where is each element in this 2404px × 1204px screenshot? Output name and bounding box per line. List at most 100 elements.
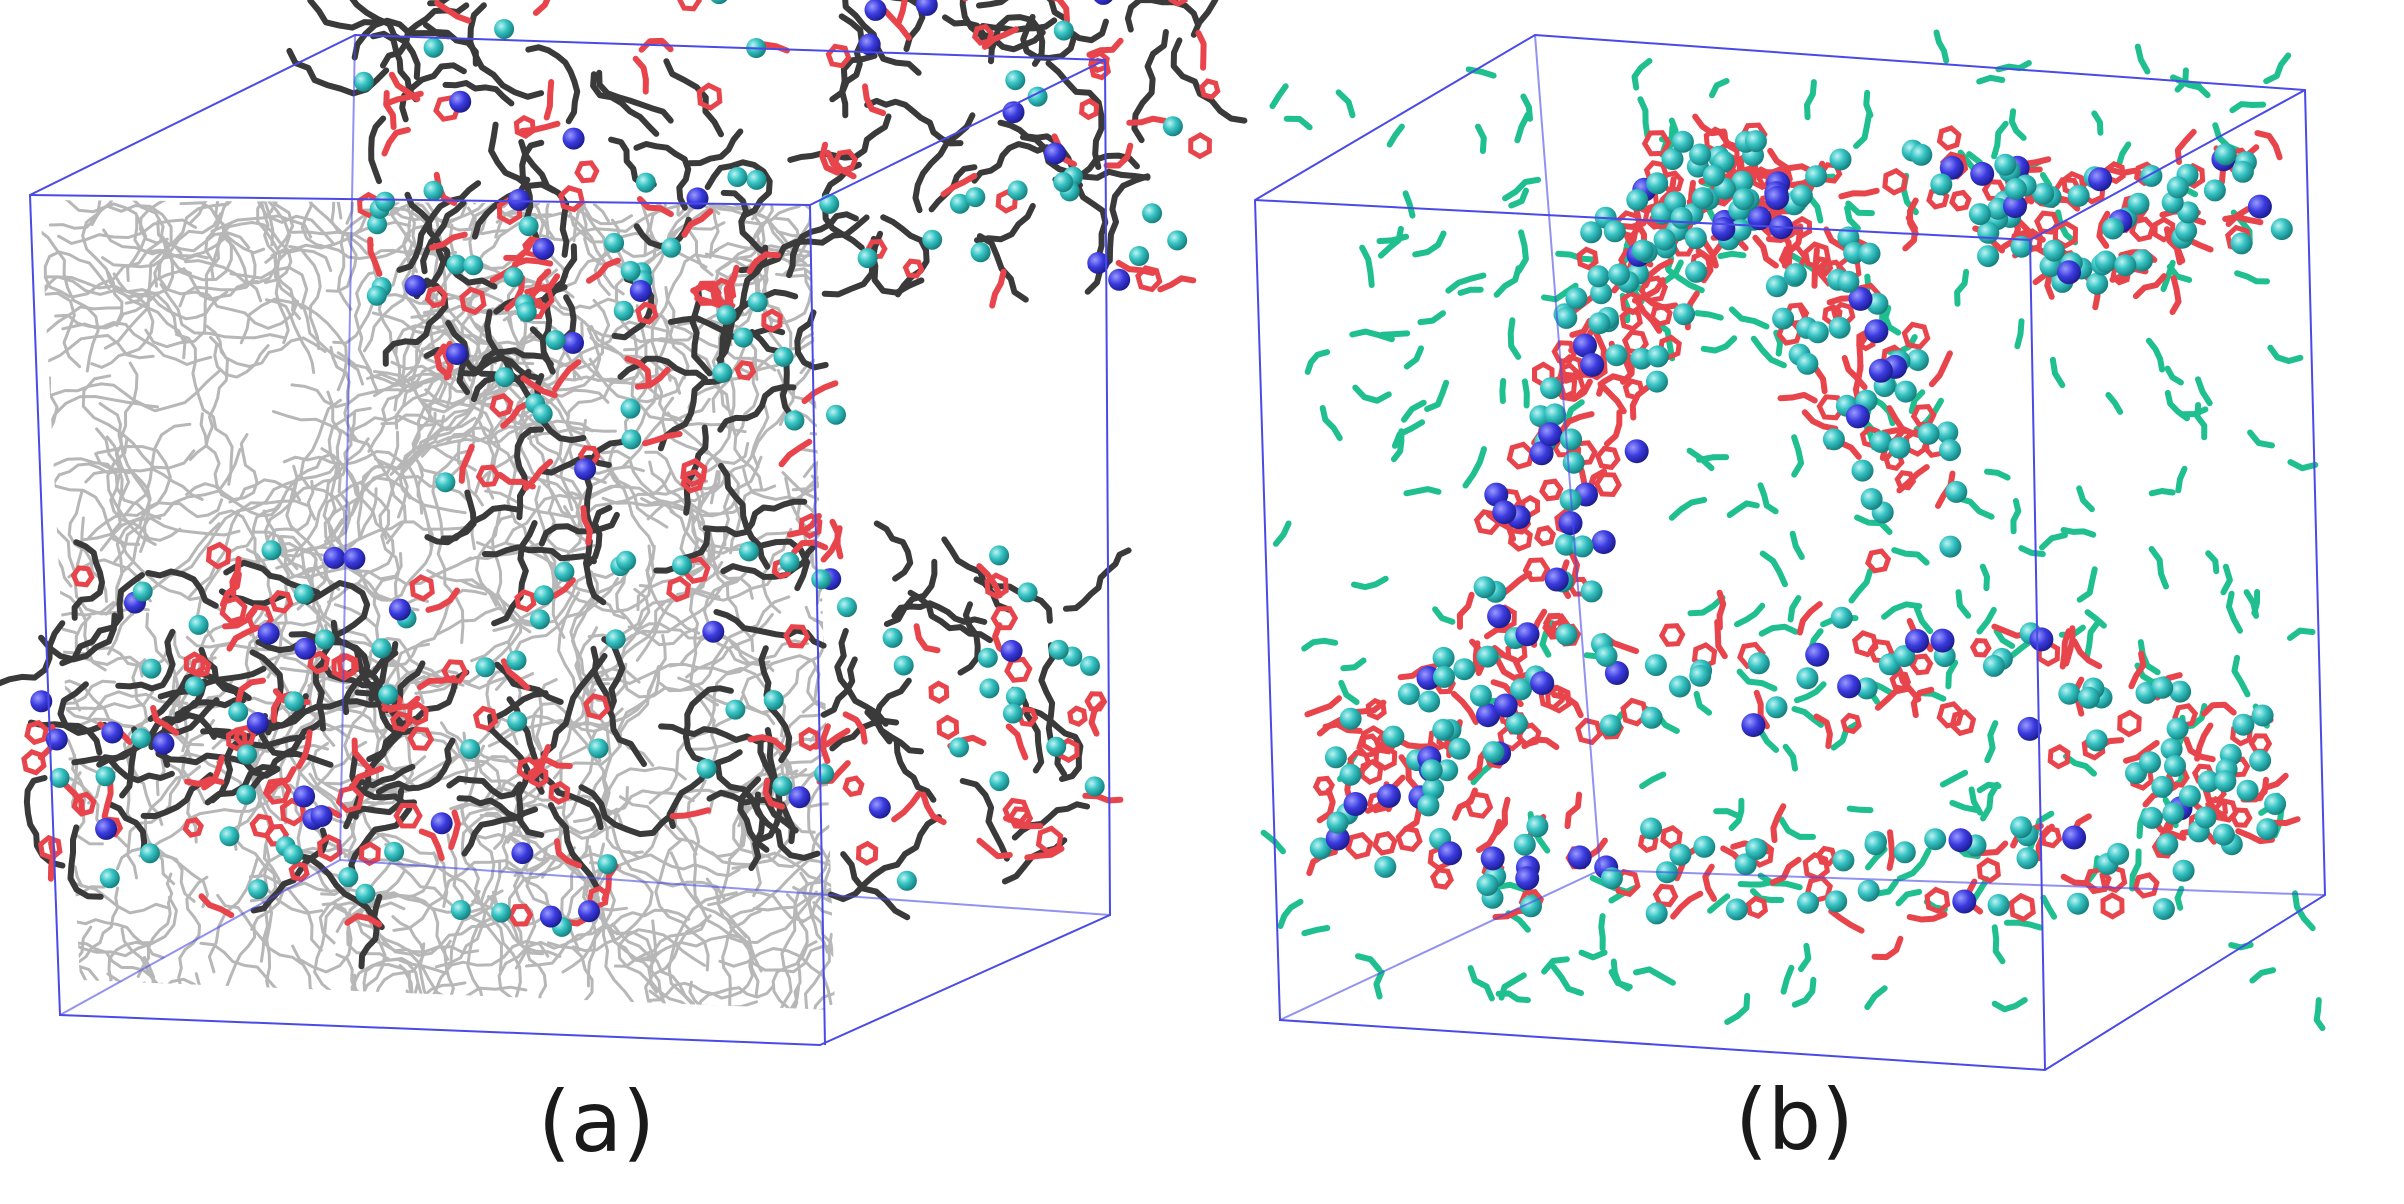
tail-chain [525, 842, 606, 968]
headgroup-segment [1476, 818, 1503, 853]
tail-chain [606, 466, 656, 612]
cyan-bead [131, 728, 152, 749]
tail-chain [181, 200, 275, 247]
tail-chain [617, 928, 706, 994]
green-fragment [1351, 575, 1389, 591]
headgroup-segment [976, 563, 1003, 599]
tail-chain [40, 875, 155, 945]
green-fragment [1283, 115, 1313, 131]
cyan-bead [2058, 682, 2081, 705]
cyan-bead [2232, 713, 2255, 736]
headgroup-segment [2169, 275, 2182, 315]
cyan-bead [423, 180, 444, 201]
panel-a-simulation-box [28, 33, 1112, 1047]
tail-chain [199, 412, 286, 518]
headgroup-segment [747, 734, 786, 751]
tail-chain [881, 351, 927, 434]
tail-chain [119, 361, 151, 553]
tail-chain [146, 23, 267, 74]
cyan-bead [1555, 533, 1578, 556]
headgroup-ring [389, 710, 412, 733]
tail-chain [885, 331, 951, 434]
dark-tail-chain [617, 355, 708, 382]
green-fragment [1954, 268, 1970, 307]
headgroup-segment [1716, 589, 1727, 631]
headgroup-ring [1345, 831, 1374, 860]
tail-chain [333, 520, 475, 553]
tail-chain [106, 972, 219, 1010]
cyan-bead [1571, 535, 1594, 558]
headgroup-ring [1619, 307, 1643, 332]
dark-tail-chain [1124, 0, 1201, 33]
headgroup-ring [1901, 321, 1931, 350]
green-fragment [1782, 743, 1798, 772]
green-fragment [1853, 112, 1872, 149]
green-fragment [1945, 659, 1959, 690]
tail-chain [810, 303, 835, 340]
headgroup-ring [1007, 806, 1034, 830]
cyan-bead [1510, 678, 1532, 701]
green-fragment [1633, 966, 1676, 986]
blue-bead [511, 842, 534, 865]
cyan-bead [1433, 665, 1455, 688]
green-fragment [2076, 485, 2095, 513]
tail-chain [810, 453, 835, 495]
tail-chain [912, 994, 979, 1055]
tail-chain [899, 48, 982, 111]
headgroup-ring [558, 184, 586, 213]
dark-tail-chain [115, 628, 176, 692]
tail-chain [557, 591, 612, 801]
blue-bead [95, 817, 118, 840]
tail-chain [204, 200, 286, 262]
tail-chain [46, 334, 155, 363]
headgroup-segment [913, 623, 941, 654]
headgroup-segment [271, 691, 295, 724]
headgroup-segment [2183, 736, 2216, 763]
tail-chain [358, 480, 420, 612]
green-fragment [2091, 110, 2104, 136]
headgroup-segment [150, 705, 180, 736]
cyan-bead [1646, 345, 1669, 368]
blue-bead [2017, 716, 2042, 741]
headgroup-ring [1792, 215, 1813, 239]
cyan-bead [1725, 898, 1748, 921]
cyan-bead [533, 585, 554, 606]
cyan-bead [1432, 646, 1455, 669]
headgroup-ring [1188, 132, 1212, 160]
tail-chain [976, 385, 1043, 457]
tail-chain [1097, 921, 1168, 1018]
cyan-bead [1670, 206, 1693, 229]
green-fragment [1377, 225, 1404, 259]
cyan-bead [989, 545, 1010, 566]
headgroup-ring [1575, 717, 1603, 746]
green-fragment [1521, 378, 1530, 409]
green-fragment [1340, 657, 1367, 672]
tail-chain [913, 303, 1056, 366]
green-fragment [1787, 595, 1802, 623]
tail-chain [525, 856, 601, 974]
cyan-bead [1917, 422, 1940, 445]
dark-tail-chain [57, 681, 108, 736]
cyan-bead [518, 216, 539, 237]
green-fragment [2060, 527, 2097, 538]
tail-chain [613, 917, 708, 968]
headgroup-ring [2213, 797, 2239, 823]
green-fragment [1759, 550, 1788, 588]
tail-chain [872, 349, 979, 402]
dark-tail-chain [67, 824, 104, 900]
tail-chain [297, 1009, 390, 1010]
blue-bead [788, 786, 811, 809]
cyan-bead [2164, 755, 2186, 777]
tail-chain [854, 885, 977, 978]
tail-chain [40, 457, 162, 520]
tail-chain [392, 858, 550, 932]
green-fragment [1984, 468, 2011, 481]
cyan-bead [1685, 260, 1708, 283]
cyan-bead [2152, 898, 2175, 920]
tail-chain [363, 856, 480, 955]
headgroup-ring [1135, 265, 1163, 293]
cyan-bead [1644, 654, 1667, 677]
tail-chain [449, 786, 565, 811]
cyan-bead [1482, 741, 1505, 764]
green-fragment [1379, 330, 1411, 338]
